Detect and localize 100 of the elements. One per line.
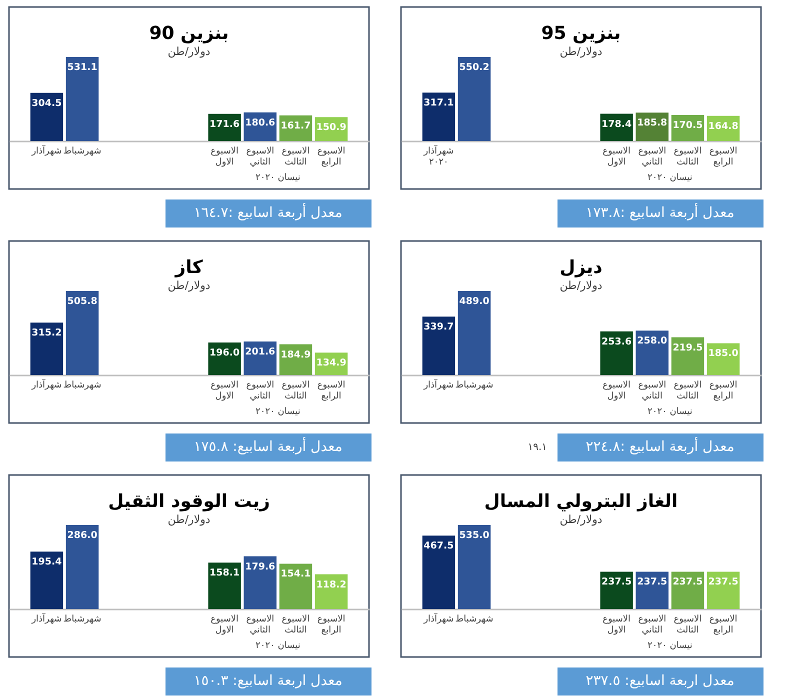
text: معدل أربعة اسابيع :١٦٤.٧ xyxy=(194,203,342,221)
x-tick-label: الاسبوع الاول xyxy=(602,380,631,402)
x-tick-label: الاسبوع الاول xyxy=(602,146,631,168)
data-label: 304.5 xyxy=(32,98,62,109)
x-tick-label: الاسبوع الثاني xyxy=(246,146,274,168)
data-label: 237.5 xyxy=(602,576,632,588)
data-label: 315.2 xyxy=(32,328,62,339)
data-label: 185.8 xyxy=(637,118,668,129)
x-tick-label: الاسبوع الثالث xyxy=(674,146,702,168)
data-label: 253.6 xyxy=(602,336,632,348)
chart-title: كاز xyxy=(174,257,204,278)
data-label: 201.6 xyxy=(245,346,276,358)
data-label: 171.6 xyxy=(210,118,240,130)
x-tick-label: الاسبوع الرابع xyxy=(317,146,346,168)
x-tick-label: الاسبوع الثالث xyxy=(282,380,310,402)
x-tick-label: شهرآذار xyxy=(30,144,62,156)
x-tick-label: شهرشباط xyxy=(455,380,494,390)
chart-subtitle: دولار/طن xyxy=(168,513,210,526)
chart-title: زيت الوقود الثقيل xyxy=(108,491,270,512)
data-label: 118.2 xyxy=(316,579,346,590)
bar xyxy=(30,322,64,375)
chart-subtitle: دولار/طن xyxy=(560,513,602,526)
data-label: 196.0 xyxy=(210,347,240,358)
text: نيسان ٢٠٢٠ xyxy=(256,641,300,651)
data-label: 339.7 xyxy=(424,322,454,333)
chart-subtitle: دولار/طن xyxy=(168,279,210,292)
data-label: 317.1 xyxy=(424,98,454,109)
text: نيسان ٢٠٢٠ xyxy=(648,407,692,417)
data-label: 161.7 xyxy=(280,120,311,132)
text: معدل أربعة اسابيع :٢٢٤.٨ xyxy=(586,437,734,455)
x-tick-label: الاسبوع الثالث xyxy=(674,380,702,402)
chart-title: ديزل xyxy=(560,257,602,278)
bar xyxy=(30,92,64,141)
data-label: 184.9 xyxy=(280,349,311,360)
x-tick-label: شهرآذار xyxy=(30,378,62,390)
x-tick-label: شهرآذار ٢٠٢٠ xyxy=(422,144,454,168)
text: نيسان ٢٠٢٠ xyxy=(648,641,692,651)
bar xyxy=(458,291,491,375)
data-label: 180.6 xyxy=(245,117,276,128)
x-tick-label: شهرشباط xyxy=(455,614,494,624)
text: معدل اربعة اسابيع: ٢٣٧.٥ xyxy=(586,673,734,689)
data-label: 467.5 xyxy=(424,540,454,552)
x-tick-label: شهرآذار xyxy=(422,378,454,390)
data-label: 134.9 xyxy=(316,358,346,369)
text: نيسان ٢٠٢٠ xyxy=(256,173,300,183)
data-label: 237.5 xyxy=(637,576,668,588)
x-tick-label: الاسبوع الرابع xyxy=(709,146,738,168)
bar xyxy=(66,525,99,609)
bar xyxy=(422,316,456,375)
data-label: 531.1 xyxy=(67,62,98,73)
data-label: 258.0 xyxy=(637,336,668,347)
x-tick-label: الاسبوع الرابع xyxy=(317,614,346,636)
x-tick-label: الاسبوع الثالث xyxy=(674,614,702,636)
data-label: 185.0 xyxy=(708,348,739,360)
chart-title: بنزين 95 xyxy=(541,23,621,44)
bar xyxy=(279,564,312,609)
x-tick-label: الاسبوع الثالث xyxy=(282,614,310,636)
x-tick-label: الاسبوع الرابع xyxy=(709,614,738,636)
bar xyxy=(244,556,277,609)
bar xyxy=(66,57,99,141)
text: معدل اربعة اسابيع: ١٥٠.٣ xyxy=(194,673,342,689)
x-tick-label: الاسبوع الثالث xyxy=(282,146,310,168)
data-label: 164.8 xyxy=(708,120,739,132)
x-tick-label: شهرشباط xyxy=(63,380,102,390)
chart-title: بنزين 90 xyxy=(149,23,229,44)
data-label: 237.5 xyxy=(708,576,738,588)
data-label: 489.0 xyxy=(459,296,490,307)
x-tick-label: شهرآذار xyxy=(422,612,454,624)
chart-subtitle: دولار/طن xyxy=(168,45,210,58)
x-tick-label: الاسبوع الرابع xyxy=(317,380,346,402)
x-tick-label: الاسبوع الثاني xyxy=(246,380,274,402)
bar xyxy=(30,552,64,609)
x-tick-label: شهرشباط xyxy=(63,614,102,624)
data-label: 219.5 xyxy=(672,342,703,354)
text: معدل أربعة اسابيع: ١٧٥.٨ xyxy=(194,437,342,455)
text: ١٩.١ xyxy=(528,442,547,453)
chart-title: الغاز البترولي المسال xyxy=(484,491,678,512)
x-tick-label: الاسبوع الثاني xyxy=(638,380,666,402)
data-label: 550.2 xyxy=(459,62,490,73)
chart-subtitle: دولار/طن xyxy=(560,45,602,58)
bar xyxy=(208,562,241,609)
x-tick-label: الاسبوع الثاني xyxy=(638,146,666,168)
data-label: 179.6 xyxy=(245,561,276,572)
bar xyxy=(636,330,669,375)
data-label: 178.4 xyxy=(602,118,632,130)
x-tick-label: الاسبوع الرابع xyxy=(709,380,738,402)
data-label: 158.1 xyxy=(210,568,240,579)
text: معدل أربعة اسابيع :١٧٣.٨ xyxy=(586,203,734,221)
x-tick-label: الاسبوع الاول xyxy=(602,614,631,636)
x-tick-label: الاسبوع الثاني xyxy=(246,614,274,636)
x-tick-label: الاسبوع الثاني xyxy=(638,614,666,636)
x-tick-label: شهرآذار xyxy=(30,612,62,624)
bar xyxy=(600,331,633,375)
data-label: 170.5 xyxy=(672,120,703,131)
x-tick-label: الاسبوع الاول xyxy=(210,614,239,636)
bar xyxy=(66,291,99,375)
data-label: 154.1 xyxy=(280,568,311,580)
data-label: 195.4 xyxy=(32,556,62,568)
x-tick-label: الاسبوع الاول xyxy=(210,380,239,402)
data-label: 505.8 xyxy=(67,296,98,307)
